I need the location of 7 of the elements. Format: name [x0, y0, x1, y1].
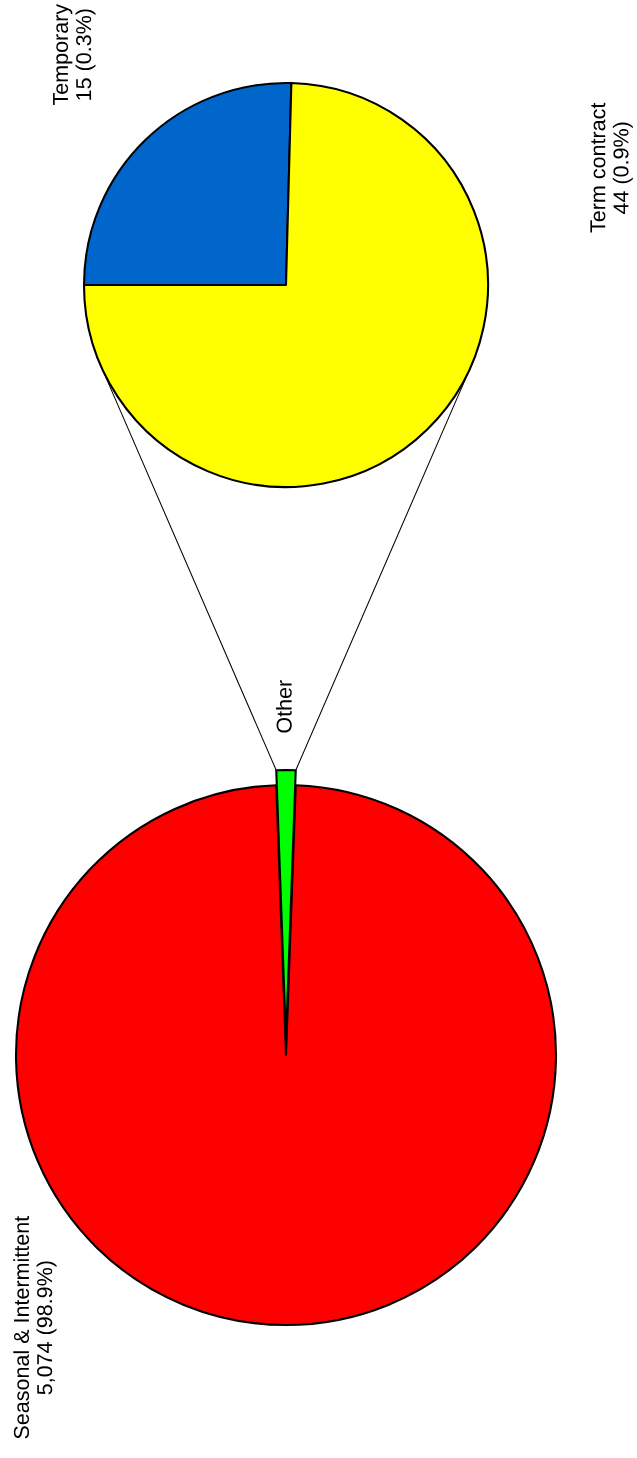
slice-label: Other: [275, 680, 292, 733]
slice-label: Seasonal & Intermittent: [13, 1215, 30, 1439]
data-label: 44 (0.9%): [612, 122, 633, 215]
data-label: 5,074 (98.9%): [36, 1261, 57, 1395]
slice-label: Term contract: [590, 102, 606, 233]
slice-label: Temporary: [53, 3, 73, 106]
data-label: 15 (0.3%): [75, 9, 96, 100]
